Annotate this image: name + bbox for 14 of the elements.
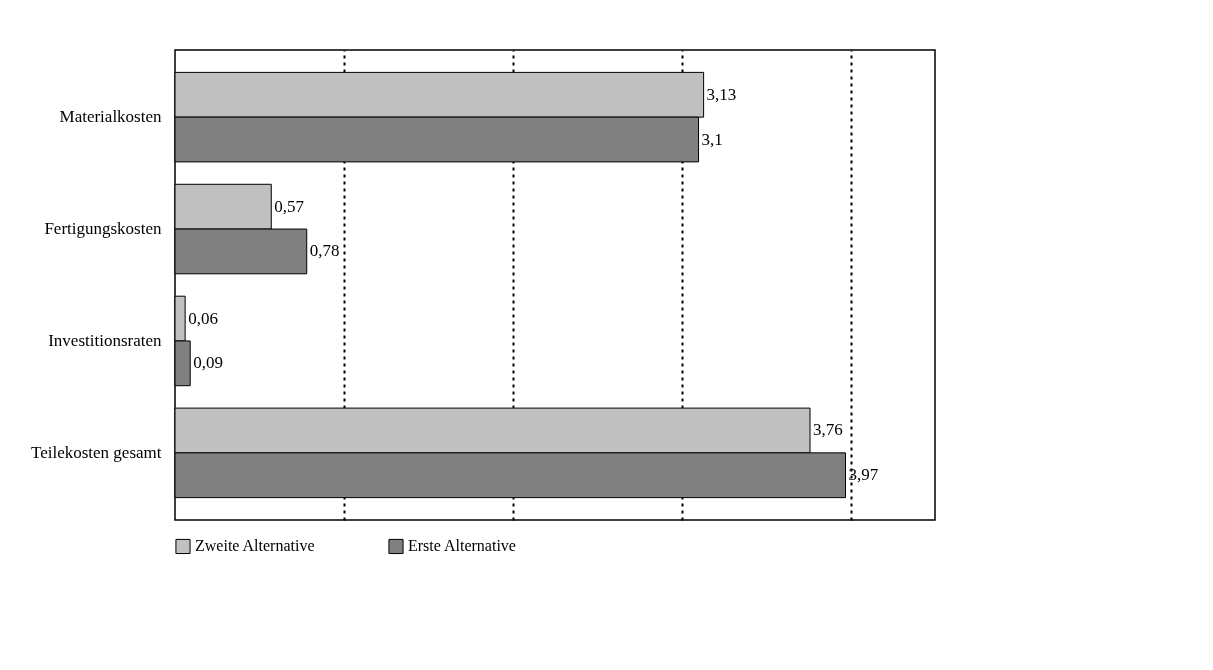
data-label: 0,78 — [309, 241, 340, 261]
data-label: 3,76 — [813, 420, 843, 440]
data-label: 3,1 — [701, 129, 723, 149]
data-label: 3,13 — [706, 84, 737, 104]
y-tick-label: Materialkosten — [59, 107, 162, 127]
data-label: 0,09 — [193, 353, 223, 373]
data-label: 3,97 — [848, 465, 879, 485]
y-tick-label: Fertigungskosten — [44, 219, 162, 239]
data-label: 0,06 — [188, 308, 218, 328]
legend-label: Erste Alternative — [408, 537, 516, 555]
y-tick-label: Investitionsraten — [48, 330, 162, 350]
legend-label: Zweite Alternative — [195, 537, 315, 555]
y-tick-label: Teilekosten gesamt — [30, 442, 162, 462]
data-label: 0,57 — [274, 196, 305, 216]
